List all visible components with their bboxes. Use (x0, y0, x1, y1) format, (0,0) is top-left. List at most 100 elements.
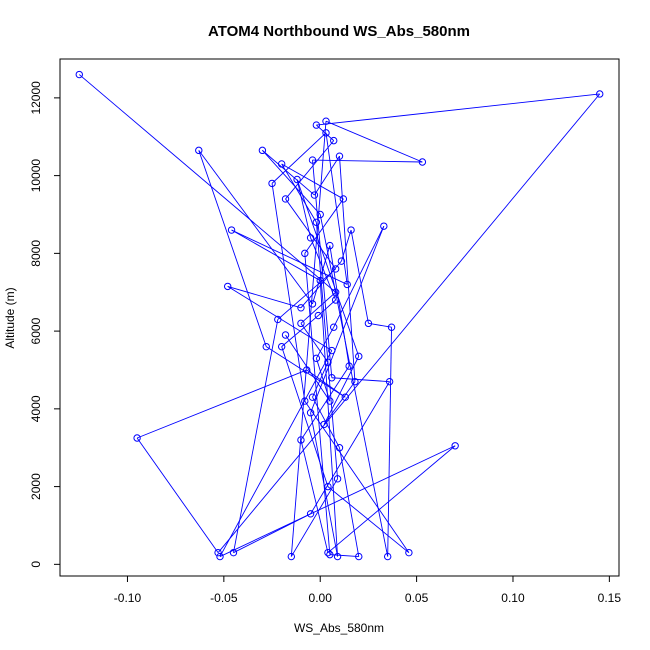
data-point (330, 323, 338, 331)
series-segment (304, 198, 344, 254)
series-segment (387, 327, 392, 557)
series-segment (315, 222, 339, 479)
series-segment (327, 486, 410, 554)
data-point (306, 234, 315, 242)
series-segment (350, 229, 369, 324)
data-point (335, 152, 344, 160)
y-tick-label: 0 (29, 561, 43, 568)
data-point (310, 191, 319, 199)
data-point (330, 136, 338, 145)
series-lines (78, 74, 601, 558)
data-point (306, 409, 315, 417)
data-point (224, 282, 232, 291)
x-axis-label: WS_Abs_580nm (294, 621, 384, 635)
x-tick-label: 0.00 (309, 591, 333, 605)
data-point (229, 548, 238, 557)
series-segment (300, 439, 329, 553)
data-point (343, 280, 351, 289)
data-point (326, 241, 334, 250)
data-point (339, 195, 348, 203)
data-point (331, 288, 340, 296)
data-point (293, 175, 301, 184)
series-segment (316, 93, 600, 126)
series-segment (136, 437, 219, 553)
series-segment (227, 285, 302, 309)
data-point (322, 129, 330, 137)
series-segment (285, 334, 331, 402)
data-point (322, 117, 330, 125)
series-segment (271, 132, 327, 184)
series-segment (300, 365, 350, 441)
y-tick-label: 6000 (29, 317, 43, 344)
data-point (320, 420, 328, 429)
data-point (277, 160, 286, 168)
x-tick-label: 0.05 (405, 591, 429, 605)
data-point (297, 304, 305, 312)
data-point (75, 70, 83, 79)
series-segment (227, 286, 333, 351)
data-point (383, 552, 392, 561)
series-segment (78, 74, 336, 293)
y-axis: 0 2000 4000 6000 8000 10000 12000 (29, 81, 60, 568)
data-point (277, 342, 286, 351)
series-segment (300, 260, 342, 309)
data-point (333, 552, 342, 561)
y-tick-label: 4000 (29, 395, 43, 422)
data-point (328, 346, 336, 355)
series-segment (219, 445, 456, 557)
series-segment (312, 160, 333, 378)
series-segment (327, 445, 456, 554)
data-point (133, 434, 141, 442)
series-segment (266, 346, 346, 398)
data-point (316, 210, 324, 219)
y-tick-label: 10000 (29, 159, 43, 193)
data-point (326, 397, 334, 405)
data-point (297, 319, 305, 328)
data-point (268, 179, 276, 188)
data-point (274, 315, 282, 324)
series-segment (319, 280, 339, 557)
series-segment (333, 225, 385, 328)
data-point (258, 146, 267, 155)
series-segment (317, 299, 336, 316)
x-tick-label: -0.05 (210, 591, 238, 605)
data-point (216, 552, 224, 561)
data-point (405, 548, 413, 557)
y-tick-label: 12000 (29, 81, 43, 115)
data-point (331, 296, 340, 304)
data-point (308, 300, 317, 308)
data-point (324, 482, 332, 491)
data-point (281, 331, 290, 339)
data-point (301, 249, 309, 258)
data-point (287, 552, 296, 561)
data-point (380, 222, 388, 230)
series-segment (262, 150, 321, 215)
series-segment (339, 447, 360, 557)
series-segment (281, 163, 317, 223)
series-segment (231, 229, 348, 285)
data-point (347, 226, 355, 234)
series-segment (136, 369, 307, 439)
data-point (324, 548, 332, 557)
series-segment (219, 350, 333, 557)
data-point (387, 323, 396, 331)
series-segment (314, 155, 340, 196)
series-segment (310, 225, 385, 413)
y-tick-label: 8000 (29, 240, 43, 267)
data-point (308, 156, 317, 164)
data-point (596, 90, 604, 98)
data-point (301, 397, 309, 405)
series-segment (290, 121, 327, 557)
series-segment (339, 156, 356, 382)
data-point (326, 550, 334, 559)
series-segment (296, 179, 360, 357)
y-axis-label: Altitude (m) (3, 287, 17, 348)
data-point (262, 342, 270, 351)
series-segment (231, 229, 321, 281)
data-point (351, 377, 359, 386)
data-point (324, 358, 332, 366)
data-point (337, 257, 346, 265)
chart-title: ATOM4 Northbound WS_Abs_580nm (208, 23, 470, 40)
data-point (214, 548, 222, 557)
